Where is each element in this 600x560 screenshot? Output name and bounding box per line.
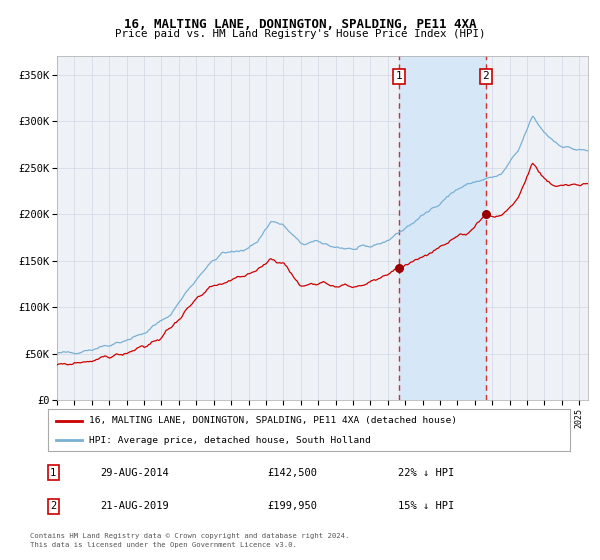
Text: 2: 2	[482, 72, 490, 82]
Text: 16, MALTING LANE, DONINGTON, SPALDING, PE11 4XA: 16, MALTING LANE, DONINGTON, SPALDING, P…	[124, 18, 476, 31]
Text: £199,950: £199,950	[267, 501, 317, 511]
Text: 29-AUG-2014: 29-AUG-2014	[100, 468, 169, 478]
Bar	[399, 56, 486, 400]
Text: 1: 1	[396, 72, 403, 82]
Text: This data is licensed under the Open Government Licence v3.0.: This data is licensed under the Open Gov…	[30, 542, 297, 548]
Text: 2: 2	[50, 501, 56, 511]
Text: Price paid vs. HM Land Registry's House Price Index (HPI): Price paid vs. HM Land Registry's House …	[115, 29, 485, 39]
Point	[394, 263, 404, 272]
Text: 22% ↓ HPI: 22% ↓ HPI	[398, 468, 454, 478]
Text: 15% ↓ HPI: 15% ↓ HPI	[398, 501, 454, 511]
Text: 16, MALTING LANE, DONINGTON, SPALDING, PE11 4XA (detached house): 16, MALTING LANE, DONINGTON, SPALDING, P…	[89, 416, 457, 425]
Text: HPI: Average price, detached house, South Holland: HPI: Average price, detached house, Sout…	[89, 436, 370, 445]
Text: £142,500: £142,500	[267, 468, 317, 478]
Text: Contains HM Land Registry data © Crown copyright and database right 2024.: Contains HM Land Registry data © Crown c…	[30, 533, 349, 539]
Point	[481, 210, 491, 219]
Text: 21-AUG-2019: 21-AUG-2019	[100, 501, 169, 511]
Text: 1: 1	[50, 468, 56, 478]
